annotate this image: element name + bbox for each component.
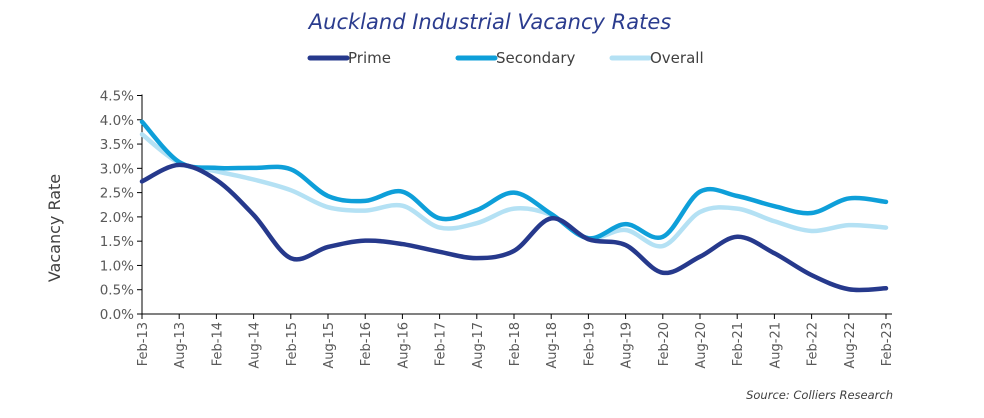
x-tick-label: Aug-19 xyxy=(620,322,635,369)
y-tick-label: 0.5% xyxy=(100,283,134,299)
x-tick-label: Feb-13 xyxy=(136,322,151,366)
x-tick-label: Feb-20 xyxy=(657,322,672,366)
x-tick-label: Aug-17 xyxy=(471,322,486,369)
series-line-prime xyxy=(139,162,889,293)
series-lines xyxy=(139,119,889,293)
series-line-overall xyxy=(139,132,889,249)
x-tick-label: Aug-16 xyxy=(396,322,411,369)
x-tick-label: Feb-23 xyxy=(880,322,895,366)
axes: 0.0% 0.5% 1.0% 1.5% 2.0% 2.5% 3.0% 3.5% 4.0% 4.5%… xyxy=(100,89,895,369)
x-tick-label: Feb-22 xyxy=(806,322,821,366)
y-axis-label: Vacancy Rate xyxy=(45,174,64,282)
x-tick-label: Aug-13 xyxy=(173,322,188,369)
series-line-secondary xyxy=(139,119,889,241)
y-tick-label: 3.0% xyxy=(100,161,134,177)
x-tick-label: Aug-22 xyxy=(843,322,858,369)
x-tick-label: Feb-21 xyxy=(731,322,746,366)
x-tick-label: Aug-14 xyxy=(248,322,263,369)
y-tick-label: 1.0% xyxy=(100,258,134,274)
y-tick-label: 1.5% xyxy=(100,234,134,250)
y-tick-label: 4.0% xyxy=(100,113,134,129)
y-tick-label: 0.0% xyxy=(100,307,134,323)
x-tick-label: Feb-14 xyxy=(210,322,225,366)
legend-label-overall: Overall xyxy=(650,49,704,67)
x-tick-label: Aug-21 xyxy=(768,322,783,369)
x-tick-label: Aug-20 xyxy=(694,322,709,369)
y-tick-label: 4.5% xyxy=(100,89,134,105)
y-tick-label: 3.5% xyxy=(100,137,134,153)
x-tick-label: Feb-15 xyxy=(285,322,300,366)
legend-label-prime: Prime xyxy=(348,49,391,67)
x-tick-label: Aug-18 xyxy=(545,322,560,369)
x-tick-label: Aug-15 xyxy=(322,322,337,369)
x-tick-label: Feb-18 xyxy=(508,322,523,366)
source-note: Source: Colliers Research xyxy=(746,388,893,402)
chart-title: Auckland Industrial Vacancy Rates xyxy=(307,10,671,34)
legend: Prime Secondary Overall xyxy=(307,49,704,67)
x-tick-label: Feb-19 xyxy=(582,322,597,366)
x-tick-label: Feb-16 xyxy=(359,322,374,366)
y-tick-label: 2.5% xyxy=(100,186,134,202)
y-tick-label: 2.0% xyxy=(100,210,134,226)
x-tick-label: Feb-17 xyxy=(434,322,449,366)
legend-label-secondary: Secondary xyxy=(496,49,576,67)
